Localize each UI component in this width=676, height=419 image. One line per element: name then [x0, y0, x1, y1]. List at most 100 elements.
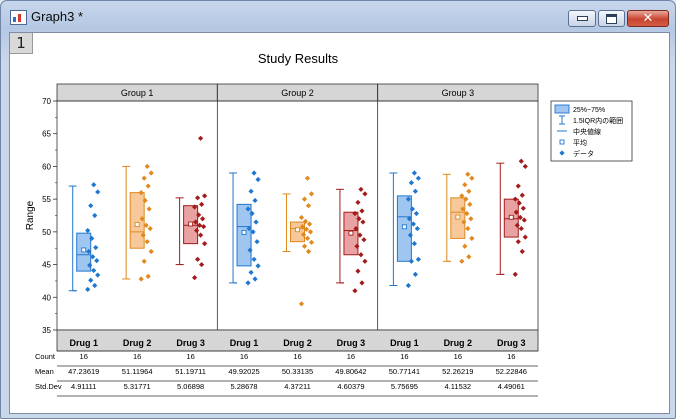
data-point [192, 204, 198, 210]
data-point [412, 188, 418, 194]
mean-marker [241, 229, 247, 235]
data-point [141, 258, 147, 264]
stats-stddev: 4.37211 [284, 382, 311, 391]
iqr-box [236, 203, 252, 267]
data-point [144, 163, 150, 170]
stats-mean: 47.23619 [68, 367, 99, 376]
stats-stddev: 5.06898 [177, 382, 204, 391]
data-point [518, 158, 524, 164]
data-point [521, 217, 527, 223]
minimize-button[interactable] [568, 10, 596, 27]
data-point [307, 229, 314, 235]
legend-label: 25%~75% [573, 107, 605, 114]
data-point [252, 197, 258, 204]
data-point [513, 209, 519, 215]
data-point [146, 206, 152, 212]
data-point [301, 243, 308, 249]
graph-page[interactable]: Study Results Group 1 Group 2 Group 3 35 40 45… [9, 32, 670, 414]
stats-count: 16 [133, 352, 141, 361]
data-point [464, 210, 470, 217]
data-point [198, 135, 204, 141]
minimize-icon [576, 16, 588, 21]
data-point [89, 235, 95, 241]
data-point [460, 206, 466, 212]
data-point [138, 276, 144, 282]
y-tick-label: 70 [42, 97, 51, 106]
data-point [409, 206, 415, 212]
data-point [245, 280, 251, 286]
data-point [304, 175, 311, 181]
data-point [301, 196, 308, 202]
data-point [91, 182, 97, 188]
legend-data-swatch [559, 150, 565, 156]
mean-marker [188, 221, 194, 227]
data-point [362, 191, 368, 197]
category-label: Drug 1 [230, 338, 259, 348]
data-point [514, 222, 520, 228]
data-point [145, 183, 151, 189]
plot-frame [56, 100, 539, 331]
data-point [193, 219, 199, 225]
data-point [522, 163, 528, 170]
data-point [465, 171, 471, 177]
data-point [199, 201, 205, 207]
stats-stddev: 5.28678 [230, 382, 257, 391]
title-bar[interactable]: Graph3 * ✕ [1, 1, 675, 31]
data-point [147, 225, 153, 232]
data-point [304, 235, 311, 241]
y-tick-label: 50 [42, 228, 51, 237]
data-point [202, 193, 208, 199]
data-point [298, 214, 305, 221]
y-tick-label: 35 [42, 326, 51, 335]
mean-marker [348, 230, 354, 236]
data-point [411, 241, 417, 247]
data-point [305, 248, 312, 255]
data-point [469, 175, 475, 181]
data-point [255, 176, 261, 183]
data-point [92, 282, 98, 289]
data-point [148, 248, 154, 255]
stats-count: 16 [400, 352, 408, 361]
data-point [142, 197, 148, 204]
stats-count: 16 [454, 352, 462, 361]
data-point [85, 286, 91, 293]
data-point [357, 232, 363, 238]
data-point [358, 186, 364, 192]
data-point [358, 252, 364, 258]
data-point [406, 216, 412, 222]
data-point [512, 271, 518, 277]
data-point [87, 262, 93, 268]
data-point [459, 258, 465, 264]
data-point [306, 221, 313, 227]
data-point [249, 210, 255, 217]
maximize-button[interactable] [598, 10, 625, 27]
data-point [355, 199, 361, 206]
stats-mean: 52.22846 [496, 367, 527, 376]
box-chart[interactable]: Study Results Group 1 Group 2 Group 3 35 40 45… [10, 33, 669, 413]
mean-marker [81, 247, 87, 253]
category-label: Drug 1 [69, 338, 98, 348]
data-point [248, 269, 254, 276]
legend-box-swatch [554, 104, 570, 114]
close-button[interactable]: ✕ [627, 10, 669, 27]
data-point [93, 244, 99, 251]
layer-tab[interactable]: 1 [10, 33, 33, 54]
data-point [251, 170, 257, 176]
stats-row-label: Std.Dev [35, 382, 62, 391]
stats-stddev: 4.91111 [71, 382, 96, 391]
legend-label: データ [573, 149, 594, 158]
data-point [360, 219, 366, 225]
data-point [414, 225, 420, 232]
y-tick-label: 65 [42, 130, 51, 139]
data-point [200, 216, 206, 222]
data-point [198, 232, 204, 238]
data-point [517, 214, 523, 221]
data-point [463, 196, 469, 202]
data-point [512, 196, 518, 202]
data-point [356, 216, 362, 222]
stats-stddev: 4.60379 [337, 382, 364, 391]
data-point [148, 170, 154, 176]
data-point [246, 225, 252, 232]
data-point [143, 222, 149, 228]
data-point [408, 180, 414, 186]
